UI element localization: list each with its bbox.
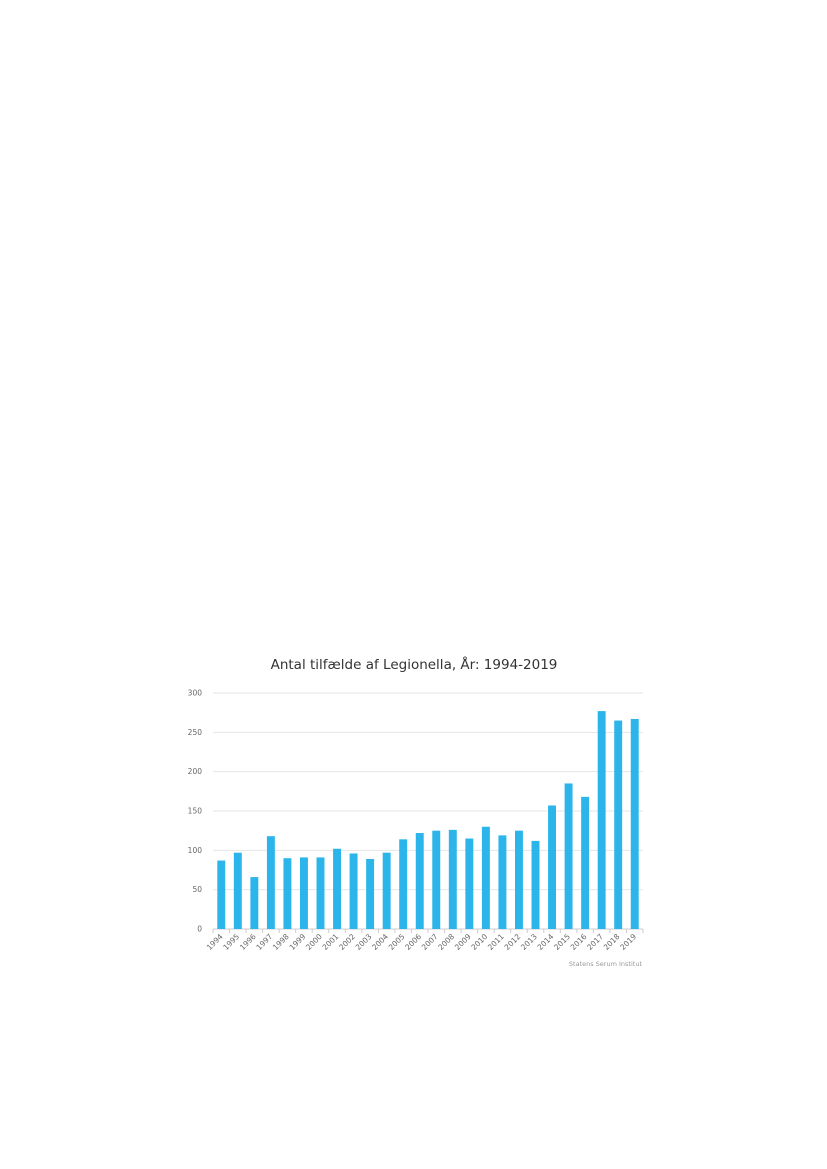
bar [333,848,342,929]
bar [630,718,639,929]
bar [465,838,474,929]
x-tick-label: 2013 [519,932,539,952]
x-tick-label: 2016 [569,932,589,952]
x-tick-label: 2015 [552,932,572,952]
chart-title: Antal tilfælde af Legionella, År: 1994-2… [270,657,558,673]
x-tick-label: 2009 [453,932,473,952]
x-tick-label: 1995 [221,932,241,952]
x-tick-label: 2005 [387,932,407,952]
x-tick-label: 2008 [436,932,456,952]
y-tick-label: 0 [197,925,202,934]
bar [266,836,275,929]
bar [366,858,375,929]
bar [399,839,408,929]
x-tick-label: 1996 [238,932,258,952]
bar [564,783,573,929]
bar [614,720,623,929]
x-tick-label: 2004 [370,932,390,952]
chart-credit: Statens Serum Institut [568,960,642,968]
bar [581,796,590,929]
bar [498,835,507,929]
bar [250,877,259,929]
x-tick-label: 2003 [354,932,374,952]
bar [432,830,441,929]
bar [299,857,308,929]
x-tick-label: 1994 [205,932,225,952]
bar [514,830,523,929]
y-tick-label: 250 [188,728,203,737]
bar [481,826,490,929]
bar [349,853,358,929]
y-tick-label: 150 [188,807,203,816]
x-tick-label: 2002 [337,932,357,952]
bar [531,840,540,929]
x-tick-label: 2001 [321,932,341,952]
x-tick-label: 2011 [486,932,506,952]
x-tick-label: 2017 [585,932,605,952]
x-tick-label: 2006 [403,932,423,952]
x-tick-label: 2010 [469,932,489,952]
bar [415,833,424,929]
bar [283,858,292,929]
y-tick-label: 50 [192,885,202,894]
bar [448,829,457,929]
x-tick-label: 1998 [271,932,291,952]
bar [217,860,226,929]
bar [316,857,325,929]
y-tick-label: 300 [188,689,203,698]
bar [597,711,606,929]
x-tick-label: 2014 [536,932,556,952]
x-tick-label: 2007 [420,932,440,952]
x-tick-label: 2000 [304,932,324,952]
bar [233,852,242,929]
x-tick-label: 2018 [602,932,622,952]
bar [382,852,391,929]
x-tick-label: 2019 [618,932,638,952]
bar [548,805,557,929]
y-tick-label: 100 [188,846,203,855]
x-tick-label: 1999 [288,932,308,952]
x-tick-label: 2012 [503,932,523,952]
y-tick-label: 200 [188,767,203,776]
x-tick-label: 1997 [254,932,274,952]
